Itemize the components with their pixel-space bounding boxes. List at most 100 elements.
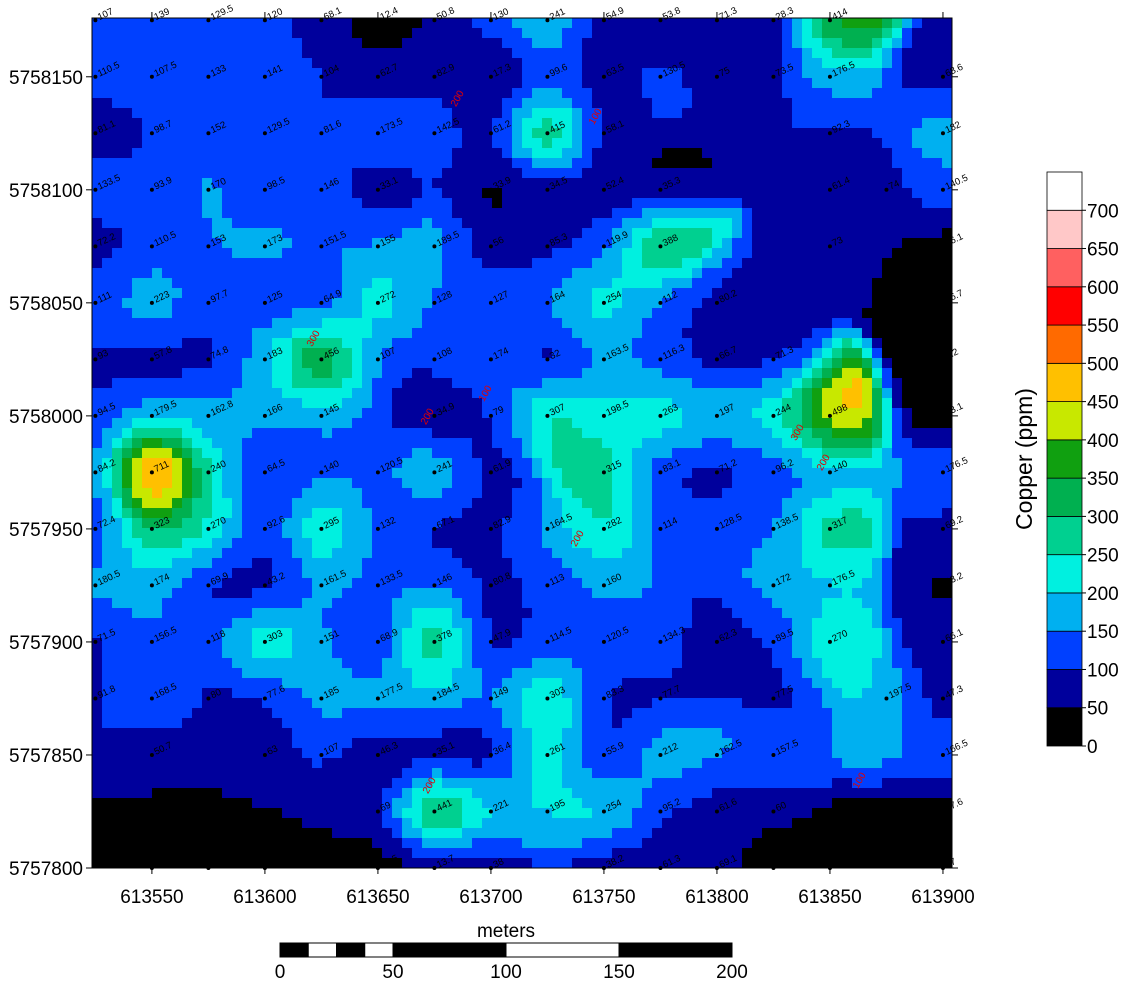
contour-cell: [512, 408, 522, 418]
contour-cell: [112, 428, 122, 438]
contour-cell: [352, 788, 362, 798]
contour-cell: [102, 158, 112, 168]
contour-cell: [382, 618, 392, 628]
contour-cell: [342, 568, 352, 578]
contour-cell: [392, 118, 402, 128]
contour-cell: [322, 528, 332, 538]
contour-cell: [602, 338, 612, 348]
contour-cell: [552, 768, 562, 778]
contour-cell: [122, 598, 132, 608]
contour-cell: [292, 758, 302, 768]
contour-cell: [392, 168, 402, 178]
contour-cell: [182, 638, 192, 648]
contour-cell: [652, 428, 662, 438]
contour-cell: [642, 298, 652, 308]
contour-cell: [592, 438, 602, 448]
contour-cell: [122, 848, 132, 858]
contour-cell: [152, 398, 162, 408]
contour-cell: [252, 28, 262, 38]
contour-cell: [532, 458, 542, 468]
contour-cell: [372, 478, 382, 488]
contour-cell: [592, 488, 602, 498]
contour-cell: [372, 158, 382, 168]
contour-cell: [122, 218, 132, 228]
contour-cell: [222, 788, 232, 798]
contour-cell: [562, 548, 572, 558]
contour-cell: [532, 618, 542, 628]
contour-cell: [282, 98, 292, 108]
contour-cell: [592, 88, 602, 98]
contour-cell: [232, 118, 242, 128]
contour-cell: [232, 128, 242, 138]
contour-cell: [162, 148, 172, 158]
contour-cell: [362, 788, 372, 798]
contour-cell: [202, 478, 212, 488]
contour-cell: [262, 228, 272, 238]
contour-cell: [572, 318, 582, 328]
contour-cell: [112, 58, 122, 68]
contour-cell: [462, 538, 472, 548]
contour-cell: [142, 738, 152, 748]
contour-cell: [212, 498, 222, 508]
contour-cell: [162, 198, 172, 208]
contour-cell: [282, 198, 292, 208]
contour-cell: [92, 278, 102, 288]
contour-cell: [602, 798, 612, 808]
contour-cell: [582, 128, 592, 138]
contour-cell: [632, 788, 642, 798]
contour-cell: [402, 538, 412, 548]
contour-cell: [452, 468, 462, 478]
contour-cell: [292, 608, 302, 618]
contour-cell: [572, 628, 582, 638]
contour-cell: [252, 128, 262, 138]
contour-cell: [382, 628, 392, 638]
contour-cell: [172, 838, 182, 848]
contour-cell: [252, 118, 262, 128]
contour-cell: [472, 118, 482, 128]
contour-cell: [412, 188, 422, 198]
contour-cell: [572, 158, 582, 168]
contour-cell: [362, 558, 372, 568]
contour-cell: [442, 548, 452, 558]
contour-cell: [592, 468, 602, 478]
contour-cell: [92, 438, 102, 448]
contour-cell: [552, 318, 562, 328]
contour-cell: [92, 398, 102, 408]
contour-cell: [302, 358, 312, 368]
contour-cell: [402, 178, 412, 188]
contour-cell: [232, 678, 242, 688]
contour-cell: [252, 628, 262, 638]
contour-cell: [302, 58, 312, 68]
contour-cell: [452, 278, 462, 288]
contour-cell: [612, 148, 622, 158]
contour-cell: [482, 338, 492, 348]
contour-cell: [112, 548, 122, 558]
contour-cell: [172, 448, 182, 458]
contour-cell: [412, 108, 422, 118]
contour-cell: [492, 748, 502, 758]
contour-cell: [382, 668, 392, 678]
contour-cell: [262, 468, 272, 478]
contour-cell: [102, 418, 112, 428]
contour-cell: [482, 618, 492, 628]
contour-cell: [172, 388, 182, 398]
contour-cell: [262, 648, 272, 658]
contour-cell: [542, 68, 552, 78]
contour-cell: [362, 138, 372, 148]
contour-cell: [462, 618, 472, 628]
contour-cell: [462, 568, 472, 578]
contour-cell: [382, 178, 392, 188]
contour-cell: [182, 338, 192, 348]
contour-cell: [432, 648, 442, 658]
contour-cell: [582, 608, 592, 618]
contour-cell: [412, 708, 422, 718]
contour-cell: [632, 378, 642, 388]
contour-cell: [572, 858, 582, 868]
contour-cell: [382, 28, 392, 38]
contour-cell: [132, 58, 142, 68]
contour-cell: [502, 708, 512, 718]
contour-cell: [632, 818, 642, 828]
contour-cell: [142, 28, 152, 38]
contour-cell: [352, 238, 362, 248]
contour-cell: [372, 548, 382, 558]
